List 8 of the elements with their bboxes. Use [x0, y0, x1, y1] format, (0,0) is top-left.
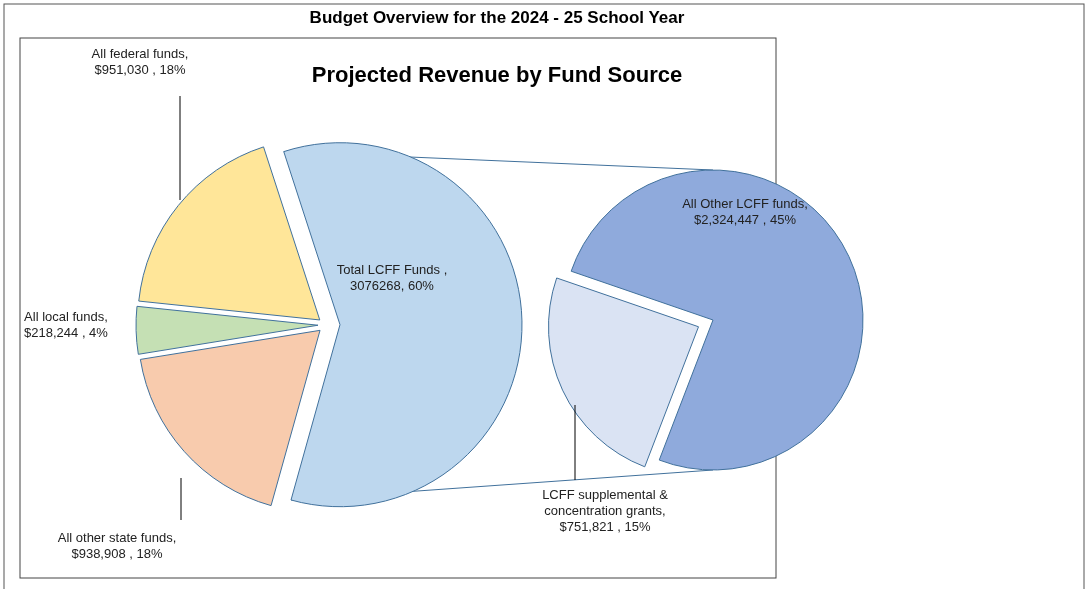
chart-title: Budget Overview for the 2024 - 25 School Year — [309, 8, 685, 27]
slice-label: All Other LCFF funds, $2,324,447 , 45% — [681, 196, 809, 228]
slice-label: All federal funds, $951,030 , 18% — [90, 46, 190, 78]
slice-label: All local funds, $218,244 , 4% — [23, 309, 109, 341]
slice-label: Total LCFF Funds , 3076268, 60% — [335, 262, 449, 294]
slice-label: LCFF supplemental & concentration grants, $751,821 , 15% — [541, 487, 669, 535]
slice-label: All other state funds, $938,908 , 18% — [56, 530, 178, 562]
text: Projected Revenue by Fund Source — [311, 62, 683, 87]
